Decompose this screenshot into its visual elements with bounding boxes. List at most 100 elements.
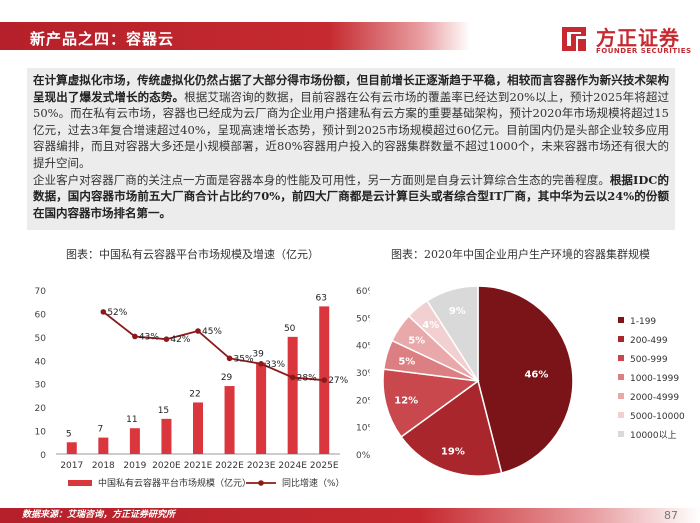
bar-2018 — [98, 437, 109, 454]
growth-label: 43% — [139, 332, 159, 342]
pie-slice-200-499 — [400, 379, 503, 476]
pie-legend-swatch — [618, 355, 624, 361]
growth-point — [195, 328, 201, 334]
title-bar — [0, 22, 470, 50]
growth-point — [226, 355, 233, 362]
y-tick-right: 40% — [356, 342, 370, 352]
pie-slice-500-999 — [382, 368, 480, 438]
bar-value-label: 29 — [221, 373, 233, 383]
paragraph-1-rest: 根据艾瑞咨询的数据，目前容器在公有云市场的覆盖率已经达到20%以上，预计2025… — [33, 89, 669, 170]
y-tick-left: 10 — [35, 428, 47, 438]
x-tick-label: 2017 — [60, 461, 83, 471]
y-tick-left: 0 — [40, 451, 46, 461]
growth-label: 27% — [328, 376, 348, 386]
bar-value-label: 15 — [158, 406, 169, 416]
paragraph-1: 在计算虚拟化市场，传统虚拟化仍然占据了大部分得市场份额，但目前增长正逐渐趋于平稳… — [33, 72, 669, 172]
pie-legend-label: 1-199 — [630, 317, 656, 327]
growth-point — [258, 361, 264, 367]
growth-label: 52% — [107, 308, 127, 318]
pie-slice-label: 46% — [524, 370, 548, 381]
bar-value-label: 63 — [315, 293, 326, 303]
founder-logo-icon — [562, 27, 586, 51]
x-tick-label: 2018 — [92, 461, 115, 471]
bar-value-label: 50 — [284, 324, 296, 334]
y-tick-right: 50% — [356, 314, 370, 324]
paragraph-2-plain: 企业客户对容器厂商的关注点一方面是容器本身的性能及可用性，另一方面则是自身云计算… — [33, 172, 610, 187]
pie-legend-swatch — [618, 374, 624, 380]
legend-line-marker — [258, 480, 264, 486]
y-tick-left: 40 — [35, 357, 47, 367]
y-tick-left: 70 — [35, 287, 47, 297]
pie-slice-label: 19% — [441, 447, 465, 458]
y-tick-left: 50 — [35, 334, 47, 344]
logo-text-cn: 方正证券 — [596, 26, 680, 50]
y-tick-left: 30 — [35, 381, 47, 391]
x-tick-label: 2024E — [278, 461, 307, 471]
bar-chart-title: 图表：中国私有云容器平台市场规模及增速（亿元） — [66, 248, 319, 261]
pie-legend-label: 2000-4999 — [630, 393, 679, 403]
bar-2017 — [66, 442, 77, 454]
summary-textbox: 在计算虚拟化市场，传统虚拟化仍然占据了大部分得市场份额，但目前增长正逐渐趋于平稳… — [27, 68, 675, 230]
growth-point — [321, 377, 328, 383]
pie-legend-label: 200-499 — [630, 336, 668, 346]
pie-legend-label: 500-999 — [630, 355, 668, 365]
bar-value-label: 5 — [66, 429, 72, 439]
bar-line-chart: 0 10 20 30 40 50 60 70 0% 10% 20% 30% 40% 50% 60% 5 2017… — [35, 287, 370, 489]
growth-point — [132, 333, 138, 340]
pie-slice-10000以上 — [426, 285, 479, 384]
page-header: 新产品之四：容器云 方正证券 FOUNDER SECURITIES — [0, 0, 700, 60]
bar-2022E — [224, 386, 235, 454]
paragraph-1-bold: 在计算虚拟化市场，传统虚拟化仍然占据了大部分得市场份额，但目前增长正逐渐趋于平稳… — [33, 73, 669, 104]
pie-legend-swatch — [618, 336, 624, 342]
legend-bar-label: 中国私有云容器平台市场规模（亿元） — [98, 477, 251, 489]
legend-line-label: 同比增速（%） — [282, 477, 345, 489]
pie-slice-label: 5% — [408, 335, 425, 346]
y-tick-left: 20 — [35, 404, 47, 414]
pie-legend-label: 10000以上 — [630, 430, 677, 441]
y-tick-right: 20% — [356, 396, 370, 406]
bar-value-label: 7 — [97, 425, 103, 435]
growth-point — [163, 336, 170, 342]
x-tick-label: 2022E — [215, 461, 244, 471]
x-tick-label: 2019 — [123, 461, 146, 471]
logo-text-en: FOUNDER SECURITIES — [596, 47, 692, 55]
growth-label: 42% — [170, 335, 190, 345]
footer-bar — [0, 508, 700, 523]
x-tick-label: 2020E — [152, 461, 181, 471]
pie-slice-1-199 — [477, 285, 574, 474]
x-tick-label: 2025E — [310, 461, 339, 471]
pie-legend-swatch — [618, 393, 624, 399]
pie-legend-label: 5000-10000 — [630, 412, 685, 422]
x-tick-label: 2021E — [184, 461, 213, 471]
paragraph-2: 企业客户对容器厂商的关注点一方面是容器本身的性能及可用性，另一方面则是自身云计算… — [33, 172, 669, 222]
bar-2024E — [287, 336, 298, 454]
growth-point — [289, 374, 296, 381]
paragraph-2-bold: 根据IDC的数据，国内容器市场前五大厂商合计占比约70%，前四大厂商都是云计算巨… — [33, 172, 669, 220]
growth-label: 28% — [297, 373, 317, 383]
growth-line — [102, 311, 325, 382]
bar-value-label: 11 — [126, 415, 137, 425]
pie-slice-label: 12% — [394, 395, 418, 406]
bar-2019 — [129, 428, 140, 454]
bar-value-label: 39 — [252, 350, 264, 360]
growth-point — [100, 309, 107, 315]
pie-slice-label: 9% — [449, 306, 466, 317]
bar-2020E — [161, 418, 172, 454]
footer-source: 数据来源：艾瑞咨询，方正证券研究所 — [22, 510, 176, 520]
y-tick-right: 30% — [356, 369, 370, 379]
pie-legend-swatch — [618, 317, 624, 323]
y-tick-right: 0% — [356, 451, 370, 461]
pie-legend-swatch — [618, 431, 624, 437]
page-title: 新产品之四：容器云 — [30, 30, 175, 48]
pie-legend-label: 1000-1999 — [630, 374, 679, 384]
pie-slice-label: 5% — [398, 356, 415, 367]
page-number: 87 — [664, 509, 678, 522]
bar-value-label: 22 — [189, 389, 200, 399]
y-tick-right: 10% — [356, 424, 370, 434]
pie-legend-swatch — [618, 412, 624, 418]
y-tick-right: 60% — [356, 287, 370, 297]
growth-label: 33% — [265, 360, 285, 370]
bar-2023E — [256, 362, 267, 454]
pie-chart-title: 图表：2020年中国企业用户生产环境的容器集群规模 — [391, 248, 650, 261]
bar-2021E — [193, 402, 203, 454]
